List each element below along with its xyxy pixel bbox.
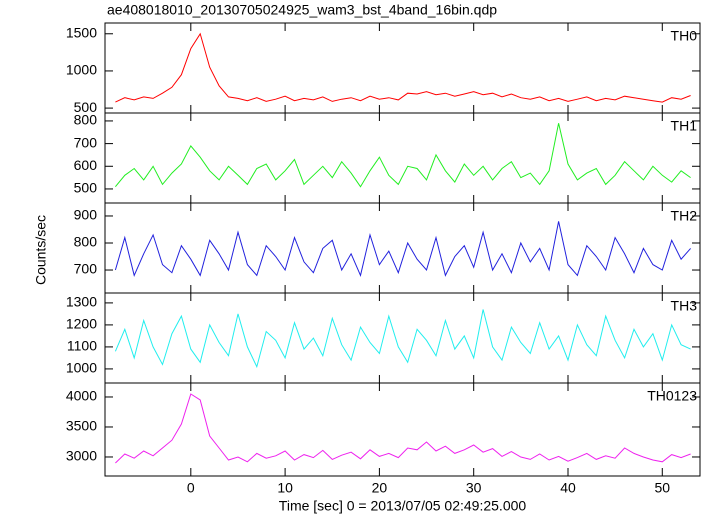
data-line — [114, 309, 691, 369]
y-tick-label: 700 — [74, 134, 98, 150]
chart-title: ae408018010_20130705024925_wam3_bst_4ban… — [107, 2, 497, 18]
panel-label: TH2 — [671, 208, 698, 224]
panel-frame — [104, 202, 701, 294]
y-tick-label: 1300 — [66, 294, 97, 310]
data-line — [114, 221, 691, 277]
x-tick-label: 40 — [560, 480, 576, 496]
y-tick-label: 3000 — [66, 448, 97, 464]
panel-frame — [104, 382, 701, 477]
x-tick-label: 10 — [277, 480, 293, 496]
y-tick-label: 4000 — [66, 388, 97, 404]
data-line — [115, 393, 691, 464]
y-tick-label: 3500 — [66, 418, 97, 434]
data-line — [115, 123, 691, 188]
y-axis-label: Counts/sec — [33, 215, 49, 285]
y-tick-label: 500 — [74, 99, 98, 115]
panel-label: TH0 — [671, 28, 698, 44]
y-tick-label: 900 — [74, 207, 98, 223]
y-tick-label: 1500 — [66, 24, 97, 40]
panel-label: TH1 — [671, 118, 698, 134]
y-tick-label: 1000 — [66, 62, 97, 78]
y-tick-label: 600 — [74, 157, 98, 173]
y-tick-label: 500 — [74, 180, 98, 196]
panel-label: TH0123 — [647, 388, 697, 404]
x-tick-label: 20 — [372, 480, 388, 496]
data-line — [115, 32, 691, 103]
panel-frame — [104, 292, 701, 384]
panel-frame — [104, 112, 701, 204]
panel-label: TH3 — [671, 298, 698, 314]
y-tick-label: 1000 — [66, 360, 97, 376]
x-axis-label: Time [sec] 0 = 2013/07/05 02:49:25.000 — [279, 498, 527, 514]
y-tick-label: 800 — [74, 234, 98, 250]
x-tick-label: 50 — [654, 480, 670, 496]
y-tick-label: 1100 — [67, 338, 97, 354]
y-tick-label: 800 — [74, 112, 98, 128]
x-tick-label: 30 — [466, 480, 482, 496]
x-tick-label: 0 — [187, 480, 195, 496]
y-tick-label: 700 — [74, 261, 98, 277]
y-tick-label: 1200 — [66, 316, 97, 332]
